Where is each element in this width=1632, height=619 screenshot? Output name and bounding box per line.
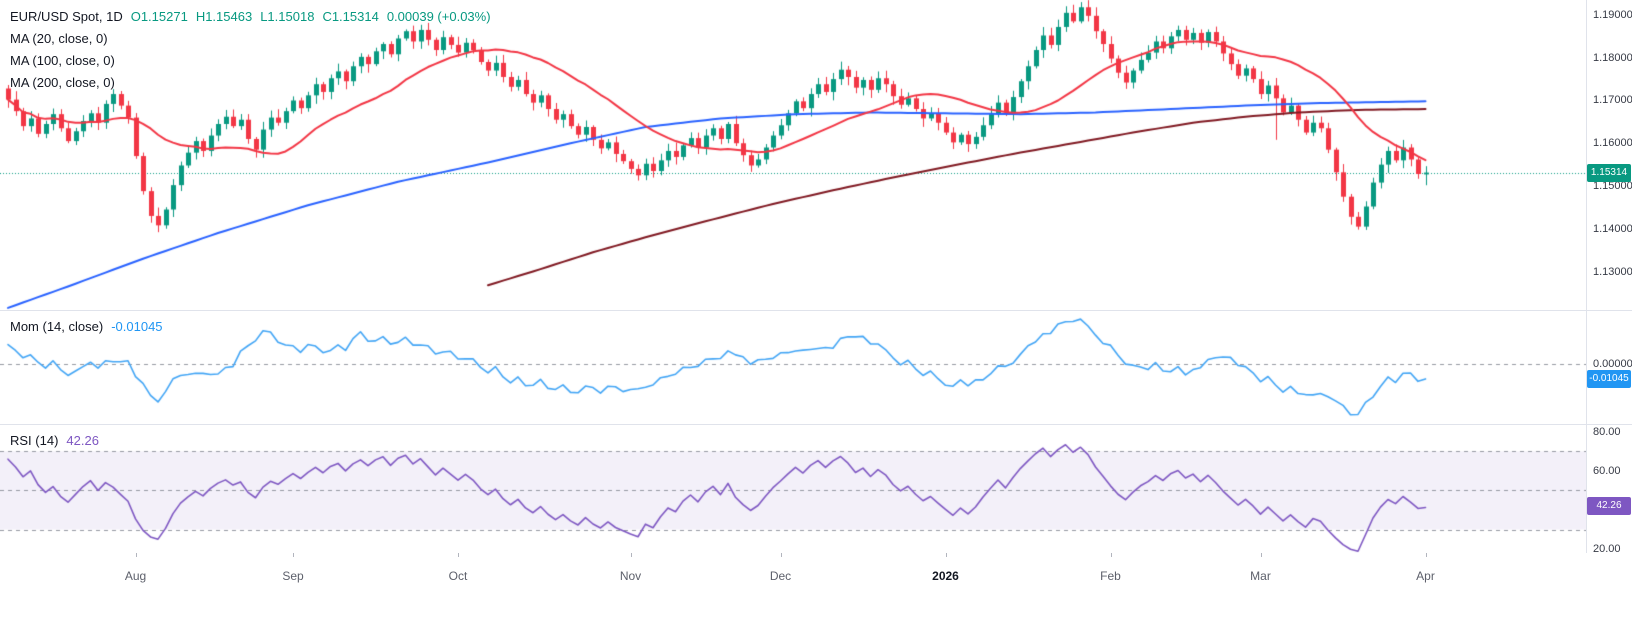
rsi-axis-label: 80.00 — [1593, 425, 1621, 438]
rsi-axis-label: 20.00 — [1593, 543, 1621, 556]
time-axis-label: Sep — [282, 569, 304, 583]
time-axis-label: Apr — [1416, 569, 1435, 583]
price-axis-label: 1.15000 — [1593, 180, 1632, 192]
time-axis-label: Mar — [1250, 569, 1271, 583]
mom-legend-row[interactable]: Mom (14, close) -0.01045 — [10, 315, 163, 337]
ma100-legend-row[interactable]: MA (100, close, 0) — [10, 49, 491, 71]
ohlc-open-value: O1.15271 — [130, 8, 188, 24]
rsi-legend-row[interactable]: RSI (14) 42.26 — [10, 429, 99, 451]
time-tick-mark — [293, 553, 294, 557]
time-tick-mark — [1260, 553, 1262, 557]
ohlc-high-value: H1.15463 — [195, 8, 253, 24]
time-axis-label: Aug — [124, 569, 147, 583]
price-axis-label: 1.14000 — [1593, 222, 1632, 235]
time-axis-label: Nov — [619, 569, 642, 583]
price-axis-label: 1.13000 — [1593, 265, 1632, 278]
rsi-axis-label: 60.00 — [1593, 464, 1621, 477]
time-tick-mark — [780, 553, 782, 557]
ma200-legend-row[interactable]: MA (200, close, 0) — [10, 71, 491, 93]
momentum-legend: Mom (14, close) -0.01045 — [10, 315, 163, 337]
time-tick-mark — [945, 553, 947, 557]
time-axis-label: Oct — [448, 569, 468, 583]
time-axis-label: Feb — [1100, 569, 1121, 583]
time-tick-mark — [1110, 553, 1112, 557]
time-axis-label: 2026 — [932, 569, 959, 583]
ma200-legend-label: MA (200, close, 0) — [10, 74, 115, 90]
time-tick-mark — [458, 553, 459, 557]
time-tick-mark — [630, 553, 632, 557]
rsi-legend: RSI (14) 42.26 — [10, 429, 99, 451]
time-axis[interactable]: Aug Sep Oct Nov Dec 2026 Feb Mar Apr — [0, 553, 1632, 619]
pane-separator-price-mom[interactable] — [0, 310, 1632, 311]
time-tick-mark — [1425, 553, 1427, 557]
ohlc-change-value: 0.00039 (+0.03%) — [386, 8, 491, 24]
ma20-legend-row[interactable]: MA (20, close, 0) — [10, 27, 491, 49]
mom-value-badge: -0.01045 — [1587, 370, 1631, 389]
ma100-legend-label: MA (100, close, 0) — [10, 52, 115, 68]
ohlc-low-value: L1.15018 — [260, 8, 315, 24]
chart-canvas[interactable] — [0, 0, 1586, 553]
ohlc-close-value: C1.15314 — [322, 8, 379, 24]
pane-separator-mom-rsi[interactable] — [0, 424, 1632, 425]
ma20-legend-label: MA (20, close, 0) — [10, 30, 108, 46]
price-axis-label: 1.17000 — [1593, 94, 1632, 107]
mom-legend-label: Mom (14, close) — [10, 318, 104, 334]
time-axis-label: Dec — [769, 569, 792, 583]
price-axis[interactable]: 1.19000 1.18000 1.17000 1.16000 1.15000 … — [1586, 0, 1632, 556]
symbol-title: EUR/USD Spot, 1D — [10, 8, 123, 24]
symbol-legend-row[interactable]: EUR/USD Spot, 1D O1.15271 H1.15463 L1.15… — [10, 5, 491, 27]
price-axis-separator — [1586, 0, 1587, 553]
price-axis-label: 1.16000 — [1593, 137, 1632, 150]
time-tick-mark — [135, 553, 137, 557]
last-price-badge: 1.15314 — [1587, 163, 1631, 182]
rsi-legend-label: RSI (14) — [10, 432, 59, 448]
price-legend: EUR/USD Spot, 1D O1.15271 H1.15463 L1.15… — [10, 5, 491, 93]
price-axis-label: 1.19000 — [1593, 8, 1632, 21]
rsi-value-badge: 42.26 — [1587, 496, 1631, 515]
mom-axis-label: 0.00000 — [1593, 357, 1632, 370]
rsi-legend-value: 42.26 — [66, 432, 99, 448]
price-axis-label: 1.18000 — [1593, 51, 1632, 64]
mom-legend-value: -0.01045 — [111, 318, 163, 334]
